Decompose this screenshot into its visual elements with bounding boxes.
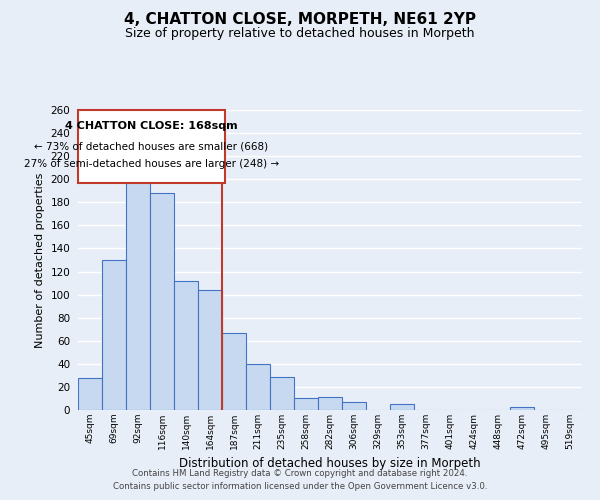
Bar [510, 406, 534, 410]
Bar [78, 378, 102, 410]
Bar [150, 193, 174, 410]
Bar [294, 398, 318, 410]
Y-axis label: Number of detached properties: Number of detached properties [35, 172, 45, 348]
Text: ← 73% of detached houses are smaller (668): ← 73% of detached houses are smaller (66… [34, 142, 269, 152]
Bar [126, 174, 150, 410]
Bar [270, 376, 294, 410]
Bar [342, 402, 366, 410]
Bar [222, 332, 246, 410]
Bar [174, 281, 198, 410]
Text: 4, CHATTON CLOSE, MORPETH, NE61 2YP: 4, CHATTON CLOSE, MORPETH, NE61 2YP [124, 12, 476, 28]
Bar [102, 260, 126, 410]
Text: Size of property relative to detached houses in Morpeth: Size of property relative to detached ho… [125, 28, 475, 40]
Text: 4 CHATTON CLOSE: 168sqm: 4 CHATTON CLOSE: 168sqm [65, 121, 238, 131]
Text: 27% of semi-detached houses are larger (248) →: 27% of semi-detached houses are larger (… [24, 159, 279, 169]
Bar [318, 398, 342, 410]
Bar [390, 404, 414, 410]
Text: Contains public sector information licensed under the Open Government Licence v3: Contains public sector information licen… [113, 482, 487, 491]
X-axis label: Distribution of detached houses by size in Morpeth: Distribution of detached houses by size … [179, 458, 481, 470]
Text: Contains HM Land Registry data © Crown copyright and database right 2024.: Contains HM Land Registry data © Crown c… [132, 468, 468, 477]
Bar [246, 364, 270, 410]
Bar [198, 290, 222, 410]
